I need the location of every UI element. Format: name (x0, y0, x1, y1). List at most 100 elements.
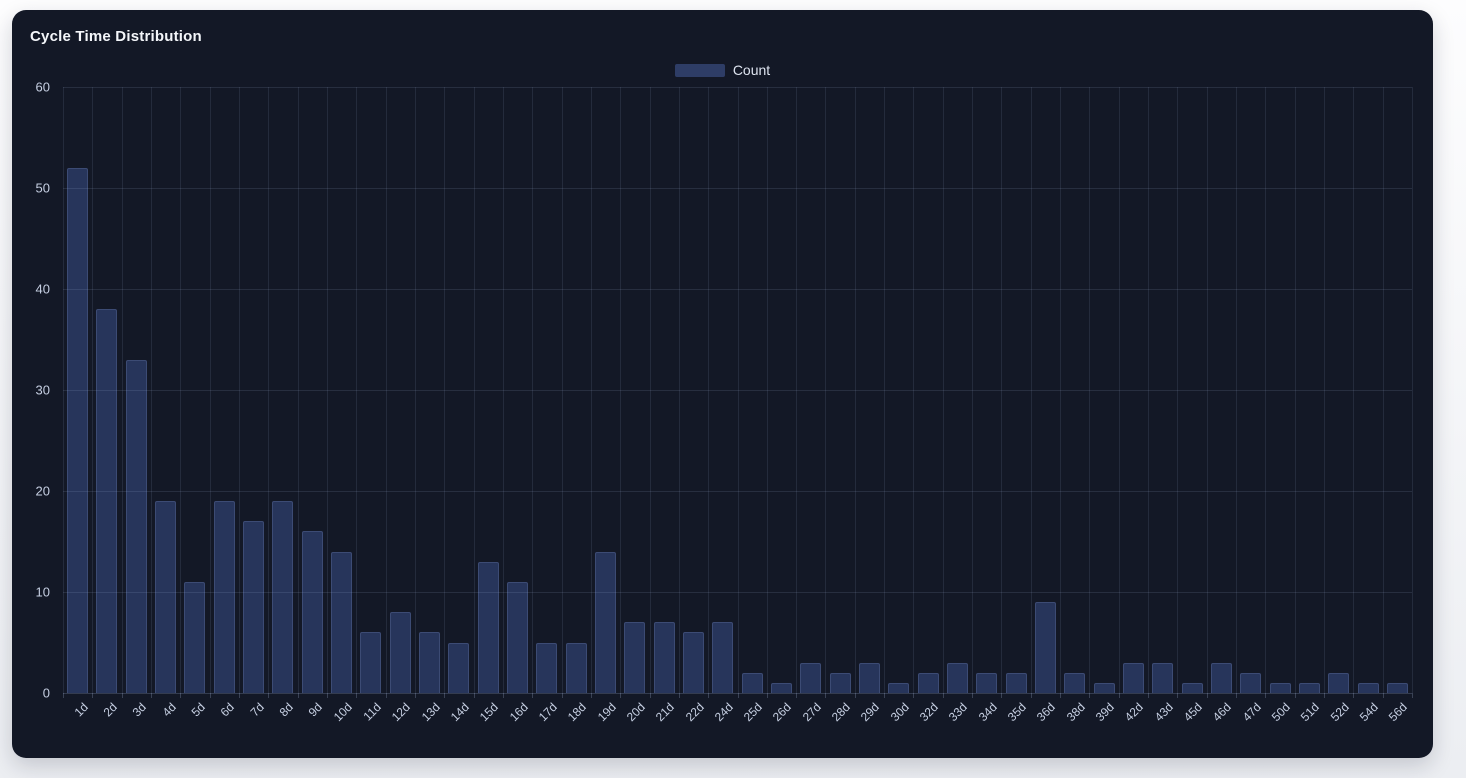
v-gridline (92, 87, 93, 693)
x-tick-label: 25d (740, 700, 766, 725)
bar-52d[interactable] (1328, 672, 1350, 693)
bar-6d[interactable] (213, 501, 235, 693)
bar-24d[interactable] (712, 622, 734, 693)
h-gridline (63, 491, 1412, 492)
bar-42d[interactable] (1122, 662, 1144, 693)
bar-29d[interactable] (858, 662, 880, 693)
bar-46d[interactable] (1210, 662, 1232, 693)
v-gridline (796, 87, 797, 693)
bar-11d[interactable] (360, 632, 382, 693)
bar-51d[interactable] (1298, 682, 1320, 693)
legend-label: Count (732, 62, 771, 78)
bar-19d[interactable] (595, 551, 617, 693)
bar-3d[interactable] (125, 359, 147, 693)
bar-7d[interactable] (243, 521, 265, 693)
bar-18d[interactable] (565, 642, 587, 693)
bar-36d[interactable] (1034, 602, 1056, 693)
bar-45d[interactable] (1181, 682, 1203, 693)
x-axis-tick (1353, 693, 1354, 698)
bar-5d[interactable] (184, 581, 206, 693)
x-axis-tick (591, 693, 592, 698)
bar-26d[interactable] (770, 682, 792, 693)
bar-9d[interactable] (301, 531, 323, 693)
x-axis-tick (327, 693, 328, 698)
x-tick-label: 33d (946, 700, 971, 725)
bar-38d[interactable] (1064, 672, 1086, 693)
x-axis-tick (268, 693, 269, 698)
v-gridline (415, 87, 416, 693)
v-gridline (268, 87, 269, 693)
x-axis-tick (1383, 693, 1384, 698)
x-tick-label: 10d (330, 700, 355, 725)
bar-1d[interactable] (67, 167, 89, 693)
x-tick-label: 6d (217, 700, 238, 720)
bar-34d[interactable] (976, 672, 998, 693)
x-axis-tick (298, 693, 299, 698)
x-axis-tick (474, 693, 475, 698)
y-axis-labels: 0 10 20 30 40 50 60 (12, 80, 63, 701)
x-tick-label: 39d (1092, 700, 1117, 725)
bar-10d[interactable] (331, 551, 353, 693)
x-tick-label: 19d (594, 700, 619, 725)
v-gridline (1177, 87, 1178, 693)
v-gridline (1207, 87, 1208, 693)
bar-43d[interactable] (1152, 662, 1174, 693)
chart-title: Cycle Time Distribution (30, 28, 202, 45)
bar-47d[interactable] (1240, 672, 1262, 693)
v-gridline (620, 87, 621, 693)
x-tick-label: 30d (887, 700, 912, 725)
bar-27d[interactable] (800, 662, 822, 693)
v-gridline (1089, 87, 1090, 693)
bar-56d[interactable] (1386, 682, 1408, 693)
v-gridline (591, 87, 592, 693)
y-tick-label: 30 (35, 382, 50, 398)
v-gridline (474, 87, 475, 693)
legend-item-count[interactable]: Count (12, 62, 1433, 78)
x-tick-label: 28d (828, 700, 854, 725)
bar-8d[interactable] (272, 501, 294, 693)
bar-12d[interactable] (389, 612, 411, 693)
x-tick-label: 17d (535, 700, 560, 725)
v-gridline (239, 87, 240, 693)
bar-39d[interactable] (1093, 682, 1115, 693)
x-axis-tick (1207, 693, 1208, 698)
bar-50d[interactable] (1269, 682, 1291, 693)
bar-4d[interactable] (155, 501, 177, 693)
x-axis-tick (415, 693, 416, 698)
bar-25d[interactable] (741, 672, 763, 693)
x-axis-tick (796, 693, 797, 698)
v-gridline (1119, 87, 1120, 693)
bar-16d[interactable] (507, 581, 529, 693)
x-axis-tick (503, 693, 504, 698)
bar-14d[interactable] (448, 642, 470, 693)
bar-30d[interactable] (888, 682, 910, 693)
bar-20d[interactable] (624, 622, 646, 693)
x-tick-label: 14d (447, 700, 472, 725)
x-tick-label: 29d (858, 700, 883, 725)
bar-15d[interactable] (477, 561, 499, 693)
v-gridline (210, 87, 211, 693)
v-gridline (1295, 87, 1296, 693)
x-axis-tick (356, 693, 357, 698)
v-gridline (1353, 87, 1354, 693)
bar-35d[interactable] (1005, 672, 1027, 693)
legend-swatch (674, 63, 725, 77)
x-tick-label: 50d (1268, 700, 1293, 725)
v-gridline (1031, 87, 1032, 693)
x-axis-tick (1001, 693, 1002, 698)
x-axis-tick (972, 693, 973, 698)
x-tick-label: 11d (360, 700, 384, 724)
v-gridline (1148, 87, 1149, 693)
bar-13d[interactable] (419, 632, 441, 693)
bar-17d[interactable] (536, 642, 558, 693)
bar-33d[interactable] (946, 662, 968, 693)
v-gridline (532, 87, 533, 693)
bar-2d[interactable] (96, 309, 118, 693)
bar-54d[interactable] (1357, 682, 1379, 693)
bar-32d[interactable] (917, 672, 939, 693)
bar-22d[interactable] (683, 632, 704, 693)
x-axis-tick (1236, 693, 1237, 698)
bar-21d[interactable] (653, 622, 675, 693)
x-tick-label: 42d (1122, 700, 1147, 725)
bar-28d[interactable] (829, 672, 851, 693)
